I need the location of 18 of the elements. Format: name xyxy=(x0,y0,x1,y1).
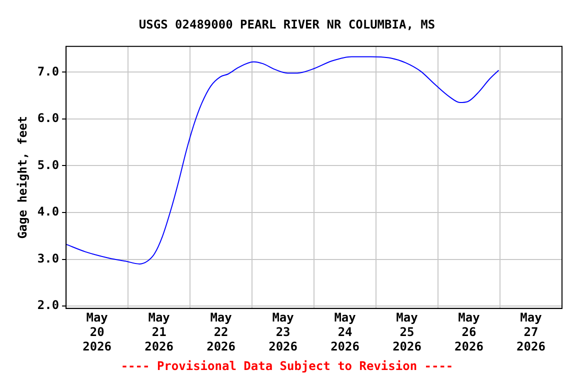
line-series xyxy=(66,56,500,264)
chart-title: USGS 02489000 PEARL RIVER NR COLUMBIA, MS xyxy=(138,17,436,32)
x-tick-label: May 24 2026 xyxy=(330,310,360,354)
y-tick-label: 5.0 xyxy=(37,158,60,172)
y-tick-label: 2.0 xyxy=(37,298,60,312)
text: ---- Provisional Data Subject to Revision ---- xyxy=(120,358,454,373)
y-tick-label: 4.0 xyxy=(37,204,60,219)
x-tick-label: May 21 2026 xyxy=(144,310,174,354)
x-tick-label: May 20 2026 xyxy=(82,310,112,354)
y-tick-label: 3.0 xyxy=(37,251,60,266)
x-tick-label: May 23 2026 xyxy=(268,310,298,354)
x-tick-label: May 25 2026 xyxy=(392,310,422,354)
x-tick-label: May 22 2026 xyxy=(206,310,236,354)
y-tick-label: 6.0 xyxy=(37,111,60,126)
y-axis-title: Gage height, feet xyxy=(15,116,30,239)
y-tick-label: 7.0 xyxy=(37,64,60,78)
x-tick-label: May 26 2026 xyxy=(454,310,484,354)
x-tick-label: May 27 2026 xyxy=(516,310,546,354)
